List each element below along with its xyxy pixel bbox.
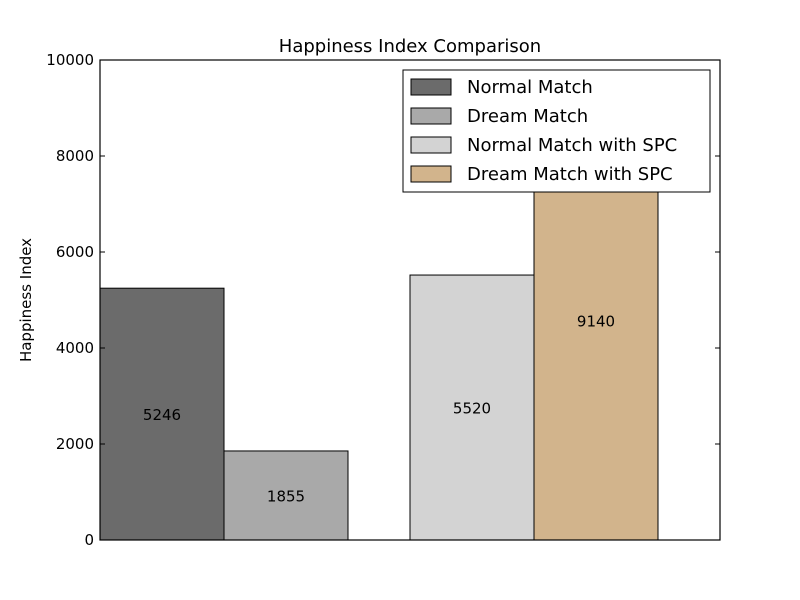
bar-value-label: 9140 — [577, 313, 615, 331]
chart-title: Happiness Index Comparison — [279, 36, 541, 57]
legend-label: Dream Match — [467, 106, 588, 127]
bar-3 — [409, 274, 535, 541]
legend-label: Normal Match with SPC — [467, 135, 677, 156]
legend: Normal Match Dream Match Normal Match with… — [402, 69, 711, 193]
bar-2 — [223, 450, 349, 541]
legend-swatch — [410, 78, 452, 96]
value-labels-layer: 5246 1855 5520 9140 — [143, 313, 615, 506]
bar-value-label: 1855 — [267, 487, 305, 505]
legend-swatch — [410, 165, 452, 183]
y-tick-label: 4000 — [56, 339, 94, 357]
legend-swatch — [410, 136, 452, 154]
y-tick-label: 2000 — [56, 435, 94, 453]
plot-frame — [99, 59, 721, 541]
legend-box — [402, 69, 711, 193]
y-tick-label: 0 — [84, 531, 94, 549]
y-tick-label: 10000 — [46, 51, 94, 69]
legend-swatch — [410, 107, 452, 125]
bar-value-label: 5246 — [143, 406, 181, 424]
y-ticks-layer: 0 2000 4000 6000 8000 10000 — [46, 51, 720, 549]
y-axis-label: Happiness Index — [17, 238, 35, 362]
legend-label: Normal Match — [467, 77, 593, 98]
y-tick-label: 8000 — [56, 147, 94, 165]
bar-1 — [99, 287, 225, 541]
y-tick-label: 6000 — [56, 243, 94, 261]
bar-value-label: 5520 — [453, 400, 491, 418]
legend-label: Dream Match with SPC — [467, 164, 673, 185]
